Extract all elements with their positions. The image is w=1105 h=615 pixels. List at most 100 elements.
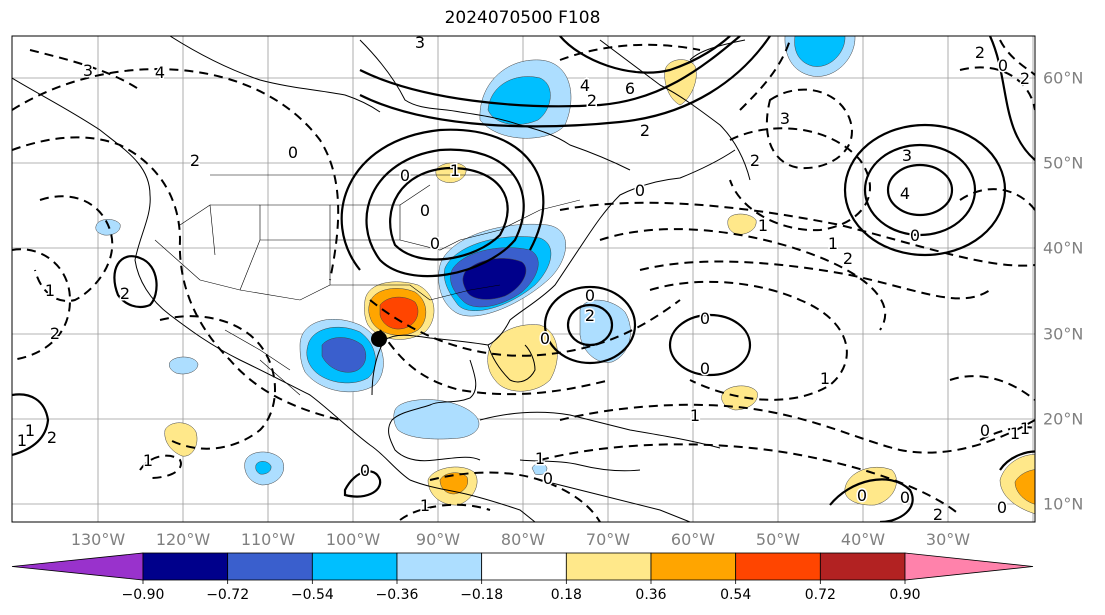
colorbar-bin [819,552,906,581]
contour-label: 0 [543,469,553,488]
colorbar-tick-label: −0.72 [206,587,250,603]
shade-warm-camerica-2 [439,472,468,495]
contour-neg-ne-3 [959,66,1035,111]
latitude-label: 30°N [1043,324,1084,344]
contour-label: 0 [420,201,430,220]
longitude-label: 80°W [500,530,546,549]
contour-label: 3 [780,109,790,128]
contour-neg-atl-7 [949,375,1035,401]
contour-neg-ne-5 [959,188,1035,211]
colorbar-tick-label: −0.90 [121,587,165,603]
longitude-label: 50°W [755,530,801,549]
contour-label: 2 [933,505,943,524]
contour-label: 0 [360,461,370,480]
colorbar-tick-label: 0.54 [720,587,752,603]
contour-label: 0 [857,486,867,505]
contour-label: 4 [580,76,590,95]
contour-neg-atl-2 [559,201,1035,267]
contour-label: 0 [900,488,910,507]
contour-label: 3 [415,33,425,52]
contour-north-2 [359,36,771,128]
contour-label: 1 [1020,419,1030,438]
colorbar-bin [735,552,821,581]
contour-label: 1 [450,161,460,180]
contour-label: 0 [585,286,595,305]
contour-sw-1 [12,393,50,457]
contour-low-se-2 [543,285,637,365]
contour-neg-gulf-1 [379,329,611,396]
contour-label: 1 [690,406,700,425]
colorbar-bin [311,552,398,581]
colorbar-bin [481,552,567,581]
shade-warm-mid-atl [721,385,758,411]
contour-label: 1 [143,451,153,470]
contour-label: 2 [843,249,853,268]
contour-neg-atl-5 [559,403,1035,454]
shade-blue-ne-inner [794,36,846,67]
shade-blue-pac3-inner [255,461,272,475]
contour-label: 3 [902,146,912,165]
contour-neg-east-tr [739,39,791,111]
contour-label: 4 [155,63,165,82]
contour-label: 1 [45,281,55,300]
colorbar [11,552,1034,584]
contour-label: 0 [700,359,710,378]
colorbar-bin [650,552,737,581]
contour-neg-mex-1 [159,315,276,450]
contour-label: 0 [400,166,410,185]
contour-trough-1 [389,166,509,261]
longitude-label: 130°W [70,530,126,549]
contour-label: 2 [585,306,595,325]
contour-label: 1 [820,369,830,388]
colorbar-bin [227,552,313,581]
contour-north-1 [359,36,741,108]
contour-neg-gulf-2 [369,299,681,357]
contour-label: 2 [975,43,985,62]
contour-neg-atl-3 [639,260,991,300]
contour-neg-atl-1 [599,228,887,331]
latitude-label: 50°N [1043,153,1084,173]
longitude-label: 70°W [585,530,631,549]
colorbar-bin [565,552,652,581]
colorbar-tick-label: −0.54 [290,587,334,603]
shade-blue-pac2 [169,356,199,375]
colorbar-tick-label: 0.90 [889,587,921,603]
contour-label: 2 [50,324,60,343]
longitude-label: 30°W [925,530,971,549]
contour-label: 1 [828,234,838,253]
contour-label: 2 [750,151,760,170]
contour-label: 0 [997,498,1007,517]
contour-label: 0 [700,309,710,328]
contour-label: 6 [625,79,635,98]
shade-blue-mexico-3 [321,337,367,373]
latitude-label: 10°N [1043,494,1084,514]
shade-warm-far-east-2 [1014,469,1035,505]
contour-low-se-1 [566,303,614,347]
contour-atl-1 [668,313,752,377]
contour-label: 0 [430,234,440,253]
map-frame [11,35,1036,523]
contour-ca-1 [343,470,382,498]
contour-neg-atl-4 [649,280,848,401]
contours-negative [12,39,1035,522]
longitude-label: 60°W [670,530,716,549]
longitude-label: 100°W [325,530,381,549]
contour-east-1 [988,36,1035,161]
colorbar-tick-label: 0.18 [550,587,582,603]
contour-label: 0 [635,181,645,200]
contour-e-1 [829,478,914,522]
contour-label: 1 [420,496,430,515]
colorbar-tick-label: −0.18 [460,587,504,603]
contour-w-1 [113,255,158,309]
shade-blue-se-4 [462,258,527,300]
contour-label: 0 [998,56,1008,75]
longitude-label: 120°W [155,530,211,549]
contour-neg-atl-8 [979,426,1035,441]
contour-neg-west-4 [12,248,72,361]
longitude-label: 110°W [240,530,296,549]
contour-trough-2 [365,148,525,278]
contour-label: 2 [47,428,57,447]
contour-label: 1 [535,449,545,468]
colorbar-bin [142,552,229,581]
